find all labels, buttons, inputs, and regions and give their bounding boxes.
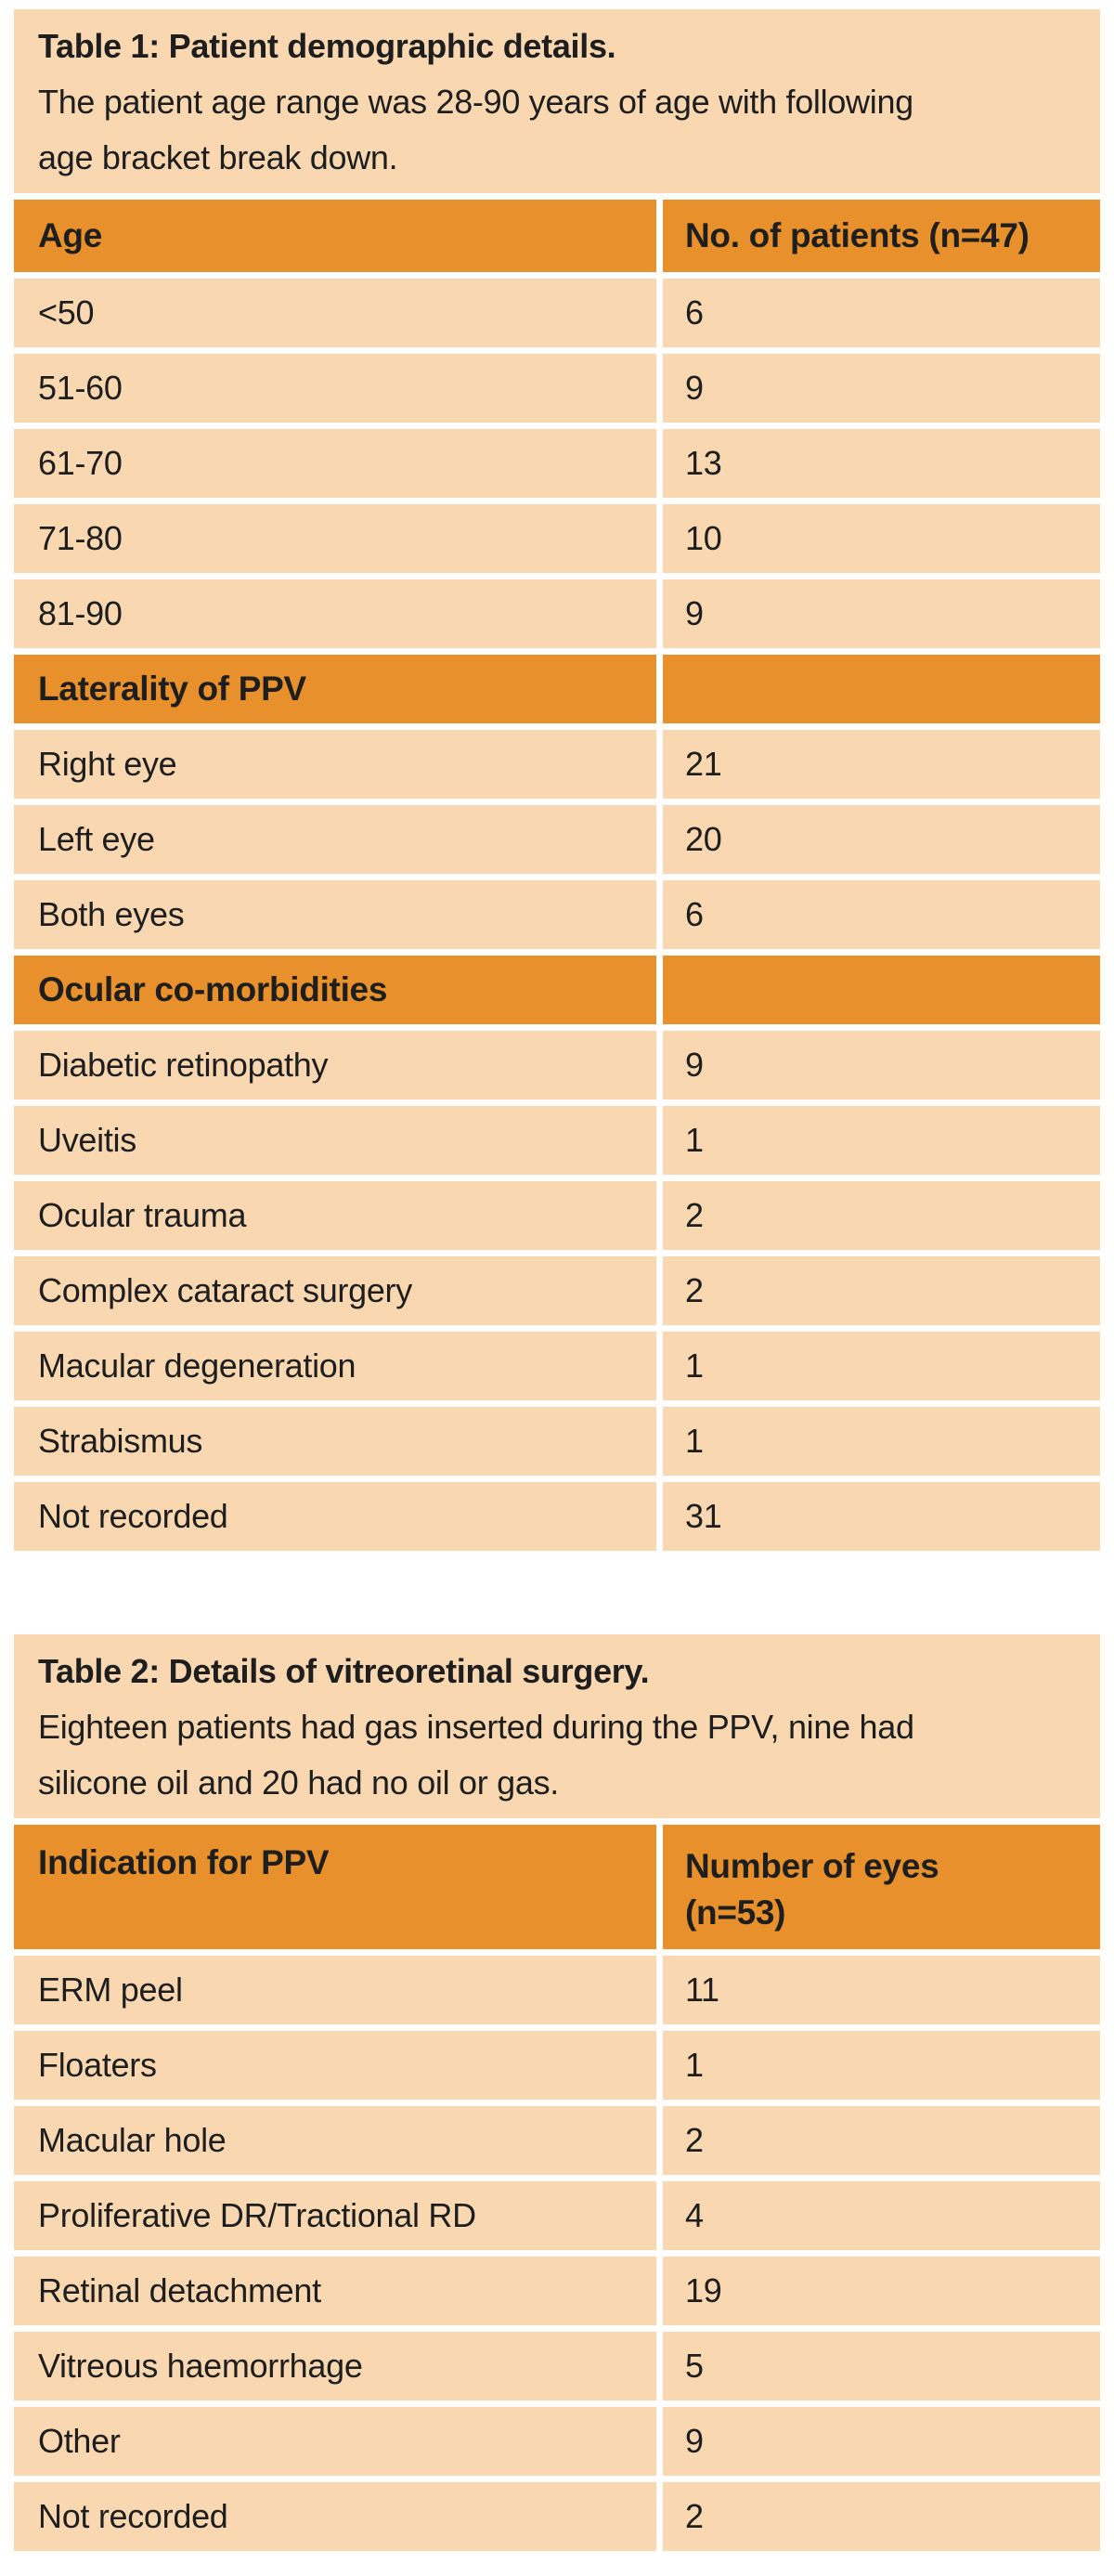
row-value-cell: 9 [663, 579, 1100, 648]
table-1-caption: Table 1: Patient demographic details. Th… [14, 9, 1100, 193]
section-subheader-laterality: Laterality of PPV [14, 655, 1100, 723]
row-value-cell: 2 [663, 2482, 1100, 2551]
row-value-cell: 21 [663, 730, 1100, 799]
row-value-cell: 19 [663, 2257, 1100, 2325]
table-row: 61-70 13 [14, 429, 1100, 498]
table-2-caption-line: silicone oil and 20 had no oil or gas. [38, 1763, 559, 1802]
table-2-caption: Table 2: Details of vitreoretinal surger… [14, 1634, 1100, 1818]
table-row: Not recorded 2 [14, 2482, 1100, 2551]
row-label-cell: Vitreous haemorrhage [14, 2332, 656, 2400]
column-header-patients: No. of patients (n=47) [663, 200, 1100, 272]
row-label-cell: Ocular trauma [14, 1181, 656, 1250]
table-row: Right eye 21 [14, 730, 1100, 799]
column-header-indication: Indication for PPV [14, 1825, 656, 1949]
table-row: Diabetic retinopathy 9 [14, 1031, 1100, 1099]
row-value-cell: 6 [663, 279, 1100, 347]
row-value-cell: 1 [663, 2031, 1100, 2100]
row-label-cell: Uveitis [14, 1106, 656, 1175]
row-label-cell: Proliferative DR/Tractional RD [14, 2181, 656, 2250]
row-value-cell: 2 [663, 1181, 1100, 1250]
table-row: Other 9 [14, 2407, 1100, 2476]
row-label-cell: ERM peel [14, 1956, 656, 2024]
table-row: <50 6 [14, 279, 1100, 347]
row-value-cell: 2 [663, 1256, 1100, 1325]
table-1: Table 1: Patient demographic details. Th… [14, 9, 1100, 1551]
row-label-cell: 61-70 [14, 429, 656, 498]
column-header-eyes: Number of eyes (n=53) [663, 1825, 1100, 1949]
subheader-empty-cell [663, 655, 1100, 723]
table-row: Vitreous haemorrhage 5 [14, 2332, 1100, 2400]
row-label-cell: Strabismus [14, 1407, 656, 1476]
column-header-age: Age [14, 200, 656, 272]
table-2-title: Table 2: Details of vitreoretinal surger… [38, 1652, 650, 1690]
table-2-header-row: Indication for PPV Number of eyes (n=53) [14, 1825, 1100, 1949]
row-label-cell: Complex cataract surgery [14, 1256, 656, 1325]
table-row: Proliferative DR/Tractional RD 4 [14, 2181, 1100, 2250]
table-row: Both eyes 6 [14, 880, 1100, 949]
subheader-label-cell: Laterality of PPV [14, 655, 656, 723]
table-row: Macular degeneration 1 [14, 1332, 1100, 1400]
table-1-title: Table 1: Patient demographic details. [38, 27, 616, 65]
row-label-cell: 71-80 [14, 504, 656, 573]
row-label-cell: Right eye [14, 730, 656, 799]
table-row: Strabismus 1 [14, 1407, 1100, 1476]
table-row: Complex cataract surgery 2 [14, 1256, 1100, 1325]
table-row: 81-90 9 [14, 579, 1100, 648]
row-label-cell: Diabetic retinopathy [14, 1031, 656, 1099]
subheader-label-cell: Ocular co-morbidities [14, 956, 656, 1024]
table-row: Floaters 1 [14, 2031, 1100, 2100]
row-value-cell: 13 [663, 429, 1100, 498]
table-row: Macular hole 2 [14, 2106, 1100, 2175]
section-subheader-comorbidities: Ocular co-morbidities [14, 956, 1100, 1024]
row-label-cell: Both eyes [14, 880, 656, 949]
row-value-cell: 11 [663, 1956, 1100, 2024]
row-label-cell: Other [14, 2407, 656, 2476]
row-label-cell: Macular degeneration [14, 1332, 656, 1400]
table-2-caption-line: Eighteen patients had gas inserted durin… [38, 1708, 914, 1746]
row-label-cell: Not recorded [14, 2482, 656, 2551]
row-label-cell: Floaters [14, 2031, 656, 2100]
column-header-eyes-line: Number of eyes [685, 1847, 939, 1885]
subheader-empty-cell [663, 956, 1100, 1024]
table-row: ERM peel 11 [14, 1956, 1100, 2024]
row-label-cell: 81-90 [14, 579, 656, 648]
row-label-cell: <50 [14, 279, 656, 347]
table-row: Not recorded 31 [14, 1482, 1100, 1551]
row-label-cell: Left eye [14, 805, 656, 874]
row-value-cell: 9 [663, 2407, 1100, 2476]
row-value-cell: 1 [663, 1106, 1100, 1175]
row-value-cell: 2 [663, 2106, 1100, 2175]
table-row: 51-60 9 [14, 354, 1100, 423]
row-value-cell: 4 [663, 2181, 1100, 2250]
table-1-caption-line: The patient age range was 28-90 years of… [38, 83, 913, 121]
column-header-eyes-line: (n=53) [685, 1893, 786, 1932]
row-value-cell: 9 [663, 1031, 1100, 1099]
row-label-cell: 51-60 [14, 354, 656, 423]
table-row: Ocular trauma 2 [14, 1181, 1100, 1250]
table-1-header-row: Age No. of patients (n=47) [14, 200, 1100, 272]
row-value-cell: 20 [663, 805, 1100, 874]
row-value-cell: 10 [663, 504, 1100, 573]
table-row: Retinal detachment 19 [14, 2257, 1100, 2325]
table-2: Table 2: Details of vitreoretinal surger… [14, 1634, 1100, 2551]
table-row: Left eye 20 [14, 805, 1100, 874]
table-row: 71-80 10 [14, 504, 1100, 573]
row-value-cell: 31 [663, 1482, 1100, 1551]
row-label-cell: Not recorded [14, 1482, 656, 1551]
row-label-cell: Macular hole [14, 2106, 656, 2175]
row-label-cell: Retinal detachment [14, 2257, 656, 2325]
table-1-caption-line: age bracket break down. [38, 138, 398, 176]
row-value-cell: 1 [663, 1407, 1100, 1476]
row-value-cell: 5 [663, 2332, 1100, 2400]
row-value-cell: 9 [663, 354, 1100, 423]
row-value-cell: 1 [663, 1332, 1100, 1400]
table-row: Uveitis 1 [14, 1106, 1100, 1175]
row-value-cell: 6 [663, 880, 1100, 949]
